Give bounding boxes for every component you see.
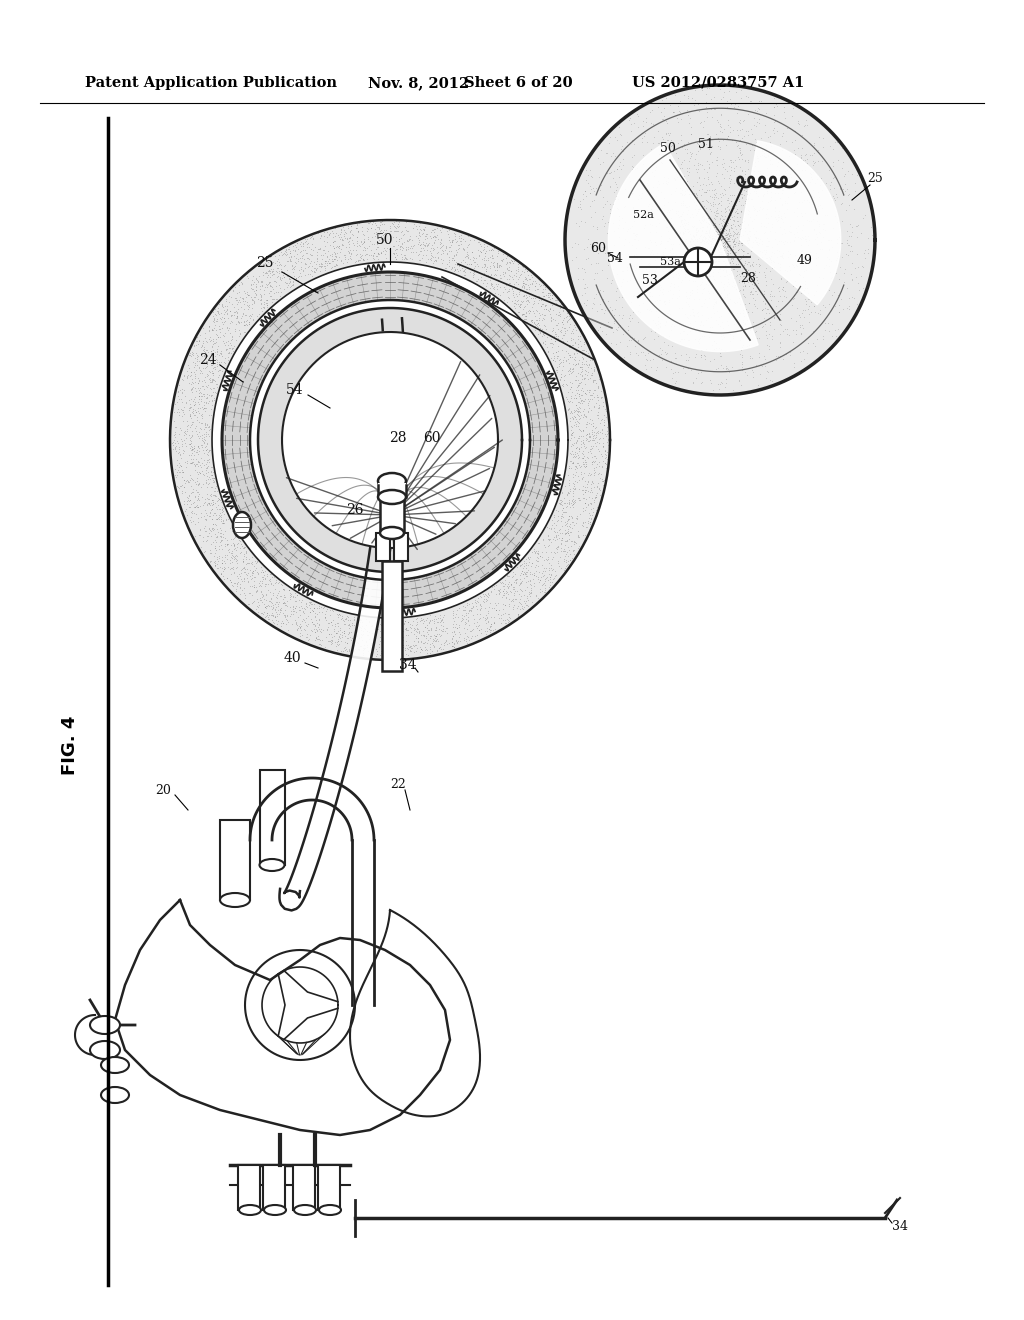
Text: 50: 50 — [660, 141, 676, 154]
Text: 54: 54 — [286, 383, 304, 397]
Bar — [380, 498, 404, 533]
Bar — [318, 1166, 340, 1210]
Text: 20: 20 — [155, 784, 171, 796]
Bar — [238, 1166, 260, 1210]
Text: 54: 54 — [607, 252, 623, 264]
Polygon shape — [250, 300, 530, 579]
Bar — [378, 483, 406, 498]
Text: 40: 40 — [284, 651, 301, 665]
Circle shape — [684, 248, 712, 276]
Text: 25: 25 — [256, 256, 273, 271]
Text: Sheet 6 of 20: Sheet 6 of 20 — [464, 77, 572, 90]
Ellipse shape — [294, 1205, 316, 1214]
Ellipse shape — [90, 1016, 120, 1034]
Text: 34: 34 — [399, 657, 417, 672]
Text: 25: 25 — [867, 172, 883, 185]
Ellipse shape — [101, 1057, 129, 1073]
Text: Nov. 8, 2012: Nov. 8, 2012 — [368, 77, 469, 90]
Text: 60: 60 — [423, 432, 440, 445]
Polygon shape — [258, 308, 522, 572]
Text: US 2012/0283757 A1: US 2012/0283757 A1 — [632, 77, 805, 90]
Ellipse shape — [264, 1205, 286, 1214]
Text: 50: 50 — [376, 234, 394, 247]
Text: 53: 53 — [642, 273, 658, 286]
Polygon shape — [740, 141, 841, 305]
Text: Patent Application Publication: Patent Application Publication — [85, 77, 337, 90]
Text: 52a: 52a — [633, 210, 653, 220]
Text: 34: 34 — [892, 1221, 908, 1233]
Ellipse shape — [101, 1086, 129, 1104]
Polygon shape — [565, 84, 874, 395]
Text: 26: 26 — [346, 503, 364, 517]
Text: 53a: 53a — [659, 257, 680, 267]
Bar — [382, 561, 402, 671]
Polygon shape — [170, 220, 610, 660]
Bar — [394, 533, 408, 561]
Ellipse shape — [319, 1205, 341, 1214]
Polygon shape — [280, 318, 404, 911]
Text: FIG. 4: FIG. 4 — [61, 715, 79, 775]
Ellipse shape — [220, 894, 250, 907]
Text: 49: 49 — [797, 253, 813, 267]
Polygon shape — [212, 261, 568, 618]
Text: 28: 28 — [389, 432, 407, 445]
Ellipse shape — [233, 512, 251, 539]
Ellipse shape — [378, 490, 406, 504]
Ellipse shape — [239, 1205, 261, 1214]
Bar — [220, 820, 250, 900]
Ellipse shape — [380, 527, 404, 539]
Text: 24: 24 — [200, 352, 217, 367]
Text: 51: 51 — [698, 139, 714, 152]
Ellipse shape — [259, 859, 285, 871]
Ellipse shape — [90, 1041, 120, 1059]
Ellipse shape — [378, 473, 406, 488]
Polygon shape — [608, 144, 758, 351]
Text: 60: 60 — [590, 242, 606, 255]
Text: 28: 28 — [740, 272, 756, 285]
Polygon shape — [282, 333, 498, 548]
Polygon shape — [222, 272, 558, 609]
Bar — [260, 770, 285, 865]
Bar — [263, 1166, 285, 1210]
Text: 22: 22 — [390, 779, 406, 792]
Bar — [376, 533, 390, 561]
Bar — [293, 1166, 315, 1210]
